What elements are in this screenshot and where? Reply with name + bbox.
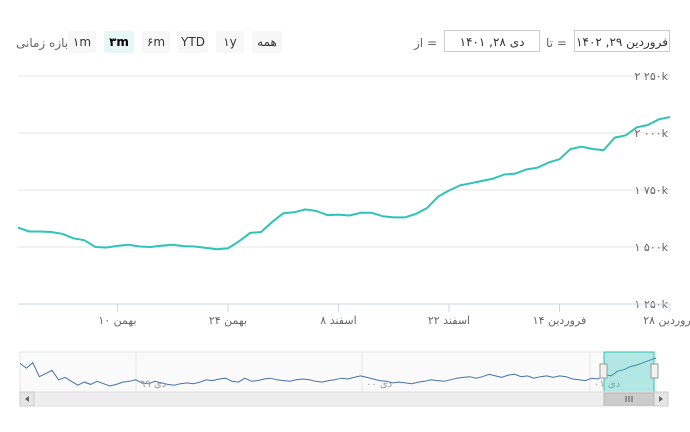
- y-tick-label: ۱ ۵۰۰k: [635, 241, 669, 254]
- x-tick-label: فروردین ۲۸: [643, 314, 690, 327]
- zoom-button-ytd[interactable]: YTD: [178, 31, 208, 53]
- to-label: تا =: [546, 36, 567, 50]
- navigator-selection[interactable]: [603, 351, 655, 393]
- navigator-background: [19, 351, 657, 393]
- x-axis: بهمن ۱۰ بهمن ۲۴ اسفند ۸ اسفند ۲۲ فروردین ۱۴ ف…: [18, 303, 690, 327]
- y-tick-label: ۲ ۲۵۰k: [635, 70, 669, 83]
- range-selector-toolbar: بازه زمانی ۱m ۳m ۶m YTD ۱y همه از = دی ۲…: [0, 0, 690, 60]
- zoom-button-all[interactable]: همه: [252, 31, 282, 53]
- navigator-series-line: [19, 357, 657, 387]
- y-tick-label: ۱ ۷۵۰k: [635, 184, 669, 197]
- x-tick-label: بهمن ۲۴: [209, 314, 247, 327]
- zoom-label: بازه زمانی: [16, 36, 69, 50]
- chart-gridlines: [18, 75, 670, 305]
- zoom-button-6m[interactable]: ۶m: [142, 31, 170, 53]
- chevron-right-icon: [659, 396, 663, 402]
- navigator-label: دی ۰۱: [594, 379, 620, 390]
- navigator-handle-right[interactable]: [650, 363, 659, 379]
- x-tick-label: اسفند ۸: [320, 314, 356, 327]
- chevron-left-icon: [25, 396, 29, 402]
- scrollbar[interactable]: [19, 391, 669, 407]
- to-date-input[interactable]: فروردین ۲۹, ۱۴۰۲: [574, 30, 670, 52]
- navigator[interactable]: دی ۹۹ دی ۰۰ دی ۰۱: [19, 351, 659, 393]
- x-tick-label: فروردین ۱۴: [533, 314, 587, 327]
- y-tick-label: ۲ ۰۰۰k: [635, 127, 669, 140]
- navigator-label: دی ۰۰: [366, 379, 392, 390]
- scrollbar-track[interactable]: [19, 391, 669, 407]
- zoom-button-1y[interactable]: ۱y: [216, 31, 244, 53]
- navigator-label: دی ۹۹: [140, 379, 166, 390]
- navigator-labels: دی ۹۹ دی ۰۰ دی ۰۱: [140, 379, 620, 390]
- price-series-line: [17, 116, 671, 251]
- zoom-button-1m[interactable]: ۱m: [68, 31, 96, 53]
- grip-icon: [625, 396, 633, 402]
- x-tick-label: بهمن ۱۰: [98, 314, 136, 327]
- navigator-gridlines: [135, 352, 591, 392]
- from-label: از =: [414, 36, 438, 50]
- navigator-handle-left[interactable]: [599, 363, 608, 379]
- x-tick-label: اسفند ۲۲: [428, 314, 470, 327]
- zoom-button-3m[interactable]: ۳m: [104, 31, 134, 53]
- from-date-input[interactable]: دی ۲۸, ۱۴۰۱: [444, 30, 540, 52]
